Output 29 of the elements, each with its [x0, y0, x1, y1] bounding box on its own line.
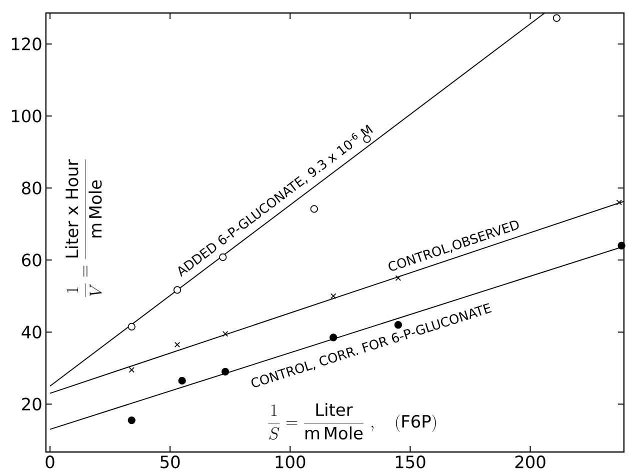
- point: [330, 293, 336, 299]
- y-tick-label: 20: [22, 398, 42, 410]
- y-axis-title: $\frac{1}{V}=\frac{\mathrm{Liter\ x\ Hour}}{\mathrm{m\,Mole}}$: [65, 159, 102, 297]
- y-tick-label: 100: [12, 110, 42, 122]
- point: [128, 367, 134, 373]
- point: [618, 242, 626, 250]
- x-tick-label: 200: [515, 456, 546, 468]
- point: [178, 376, 186, 385]
- y-tick-label: 40: [22, 326, 42, 338]
- x-axis-title: $\frac{1}{S}=\frac{\mathrm{Liter}}{\mathrm{m\,Mole}}\ ,\quad (\mathrm{F6P})$: [268, 402, 436, 440]
- point: [310, 205, 318, 213]
- x-tick-label: 0: [46, 456, 54, 468]
- y-tick-label: 80: [22, 182, 42, 194]
- point: [616, 200, 622, 206]
- point: [330, 334, 338, 342]
- y-tick-label: 60: [22, 254, 42, 266]
- x-tick-label: 150: [396, 456, 426, 468]
- point: [395, 275, 402, 281]
- point: [173, 286, 182, 294]
- point: [128, 416, 136, 424]
- x-tick-label: 50: [160, 456, 180, 468]
- x-tick-label: 100: [276, 456, 306, 468]
- point: [222, 331, 228, 337]
- point: [219, 253, 227, 262]
- point: [552, 14, 561, 22]
- point: [221, 368, 230, 376]
- point: [174, 342, 180, 348]
- y-tick-label: 120: [12, 38, 42, 50]
- point: [128, 322, 136, 331]
